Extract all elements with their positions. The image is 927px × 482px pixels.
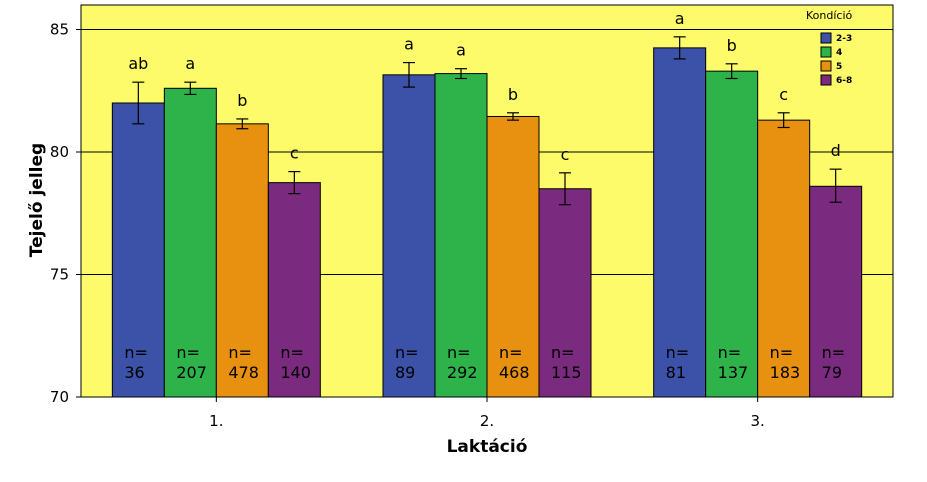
significance-label: b bbox=[727, 36, 737, 55]
y-tick-label: 85 bbox=[50, 21, 69, 39]
bar bbox=[653, 47, 707, 398]
sample-size-value: 183 bbox=[770, 363, 801, 382]
sample-size-prefix: n= bbox=[447, 343, 471, 362]
significance-label: c bbox=[779, 85, 788, 104]
legend-swatch bbox=[820, 32, 832, 44]
sample-size-prefix: n= bbox=[718, 343, 742, 362]
bar bbox=[434, 73, 488, 398]
sample-size-value: 468 bbox=[499, 363, 530, 382]
legend-label: 5 bbox=[836, 62, 842, 72]
legend-label: 6-8 bbox=[836, 76, 852, 86]
significance-label: c bbox=[290, 144, 299, 163]
significance-label: b bbox=[508, 85, 518, 104]
bar bbox=[486, 115, 540, 398]
significance-label: a bbox=[185, 54, 195, 73]
sample-size-value: 36 bbox=[124, 363, 144, 382]
significance-label: d bbox=[831, 141, 841, 160]
y-tick-label: 80 bbox=[50, 143, 69, 161]
sample-size-prefix: n= bbox=[822, 343, 846, 362]
sample-size-value: 115 bbox=[551, 363, 582, 382]
bar bbox=[163, 87, 217, 398]
sample-size-prefix: n= bbox=[666, 343, 690, 362]
legend-title: Kondíció bbox=[806, 9, 853, 22]
x-tick-label: 2. bbox=[480, 412, 494, 430]
bars: abn=36an=207bn=478cn=140an=89an=292bn=46… bbox=[111, 9, 863, 398]
significance-label: a bbox=[404, 35, 414, 54]
y-axis: 70 75 80 85 bbox=[50, 21, 81, 406]
x-axis-title: Laktáció bbox=[447, 437, 528, 457]
bar bbox=[809, 185, 863, 398]
sample-size-value: 89 bbox=[395, 363, 415, 382]
sample-size-value: 292 bbox=[447, 363, 478, 382]
bar bbox=[267, 182, 321, 398]
sample-size-value: 137 bbox=[718, 363, 749, 382]
y-tick-label: 70 bbox=[50, 388, 69, 406]
sample-size-value: 79 bbox=[822, 363, 842, 382]
x-axis: 1. 2. 3. bbox=[209, 397, 765, 430]
significance-label: a bbox=[456, 41, 466, 60]
significance-label: b bbox=[237, 91, 247, 110]
sample-size-value: 81 bbox=[666, 363, 686, 382]
sample-size-value: 207 bbox=[176, 363, 207, 382]
sample-size-prefix: n= bbox=[551, 343, 575, 362]
bar bbox=[705, 70, 759, 398]
legend-label: 2-3 bbox=[836, 34, 852, 44]
x-tick-label: 3. bbox=[751, 412, 765, 430]
sample-size-value: 140 bbox=[280, 363, 311, 382]
x-tick-label: 1. bbox=[209, 412, 223, 430]
sample-size-prefix: n= bbox=[228, 343, 252, 362]
bar bbox=[111, 102, 165, 398]
sample-size-prefix: n= bbox=[280, 343, 304, 362]
sample-size-prefix: n= bbox=[124, 343, 148, 362]
y-tick-label: 75 bbox=[50, 266, 69, 284]
legend-label: 4 bbox=[836, 48, 842, 58]
significance-label: ab bbox=[128, 54, 148, 73]
sample-size-prefix: n= bbox=[770, 343, 794, 362]
y-axis-title: Tejelő jelleg bbox=[27, 143, 47, 257]
legend: Kondíció 2-3 4 5 6-8 bbox=[806, 9, 853, 86]
sample-size-prefix: n= bbox=[176, 343, 200, 362]
legend-swatch bbox=[820, 74, 832, 86]
sample-size-value: 478 bbox=[228, 363, 259, 382]
significance-label: a bbox=[675, 9, 685, 28]
bar bbox=[215, 123, 269, 398]
sample-size-prefix: n= bbox=[395, 343, 419, 362]
sample-size-prefix: n= bbox=[499, 343, 523, 362]
legend-swatch bbox=[820, 46, 832, 58]
significance-label: c bbox=[561, 145, 570, 164]
bar bbox=[757, 119, 811, 398]
legend-swatch bbox=[820, 60, 832, 72]
